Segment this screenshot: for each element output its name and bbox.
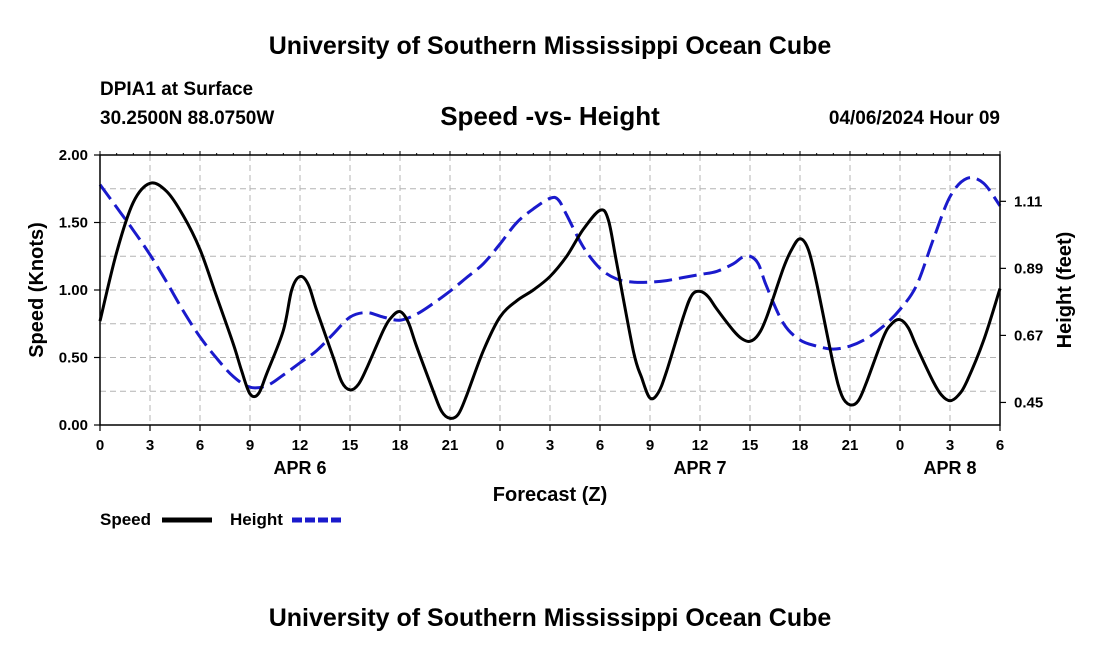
legend-height-label: Height xyxy=(230,510,283,529)
y-left-tick-label: 0.50 xyxy=(59,350,88,367)
height-series-line xyxy=(98,176,1002,390)
forecast-timestamp: 04/06/2024 Hour 09 xyxy=(829,108,1000,129)
y-left-tick-label: 1.50 xyxy=(59,215,88,232)
y-left-tick-label: 2.00 xyxy=(59,147,88,164)
x-tick-label: 6 xyxy=(596,437,604,454)
x-tick-label: 9 xyxy=(246,437,254,454)
x-tick-label: 18 xyxy=(792,437,809,454)
date-label: APR 6 xyxy=(273,458,326,478)
x-tick-label: 18 xyxy=(392,437,409,454)
x-tick-label: 21 xyxy=(442,437,459,454)
x-tick-label: 15 xyxy=(342,437,359,454)
y-axis-right-label: Height (feet) xyxy=(1054,232,1076,349)
date-label: APR 8 xyxy=(923,458,976,478)
x-tick-label: 6 xyxy=(996,437,1004,454)
station-label: DPIA1 at Surface xyxy=(100,79,253,100)
plot-title: Speed -vs- Height xyxy=(440,101,660,131)
x-tick-label: 21 xyxy=(842,437,859,454)
y-right-tick-label: 0.67 xyxy=(1014,327,1043,344)
y-right-tick-label: 0.45 xyxy=(1014,394,1043,411)
x-tick-label: 0 xyxy=(96,437,104,454)
legend-speed-label: Speed xyxy=(100,510,151,529)
date-label: APR 7 xyxy=(673,458,726,478)
y-left-tick-label: 1.00 xyxy=(59,282,88,299)
x-axis-label: Forecast (Z) xyxy=(493,484,607,506)
footer-title: University of Southern Mississippi Ocean… xyxy=(269,604,832,632)
x-tick-label: 3 xyxy=(946,437,954,454)
x-tick-label: 0 xyxy=(896,437,904,454)
x-tick-label: 12 xyxy=(692,437,709,454)
speed-series-line xyxy=(98,181,1002,420)
x-tick-label: 12 xyxy=(292,437,309,454)
axis-ticks: 0 3 6 9 12 15 18 21 0 3 6 9 12 15 18 21 0 3 6 0.00 0.50 1.00 1… xyxy=(59,147,1043,478)
x-tick-label: 3 xyxy=(146,437,154,454)
y-right-tick-label: 0.89 xyxy=(1014,260,1043,277)
legend: Speed Height xyxy=(100,510,342,529)
x-tick-label: 9 xyxy=(646,437,654,454)
coordinates-label: 30.2500N 88.0750W xyxy=(100,108,274,129)
y-left-tick-label: 0.00 xyxy=(59,417,88,434)
header-title: University of Southern Mississippi Ocean… xyxy=(269,32,832,60)
x-tick-label: 0 xyxy=(496,437,504,454)
x-tick-label: 15 xyxy=(742,437,759,454)
y-axis-left-label: Speed (Knots) xyxy=(26,222,48,358)
x-tick-label: 6 xyxy=(196,437,204,454)
series-lines xyxy=(98,176,1002,420)
x-tick-label: 3 xyxy=(546,437,554,454)
y-right-tick-label: 1.11 xyxy=(1014,193,1042,210)
